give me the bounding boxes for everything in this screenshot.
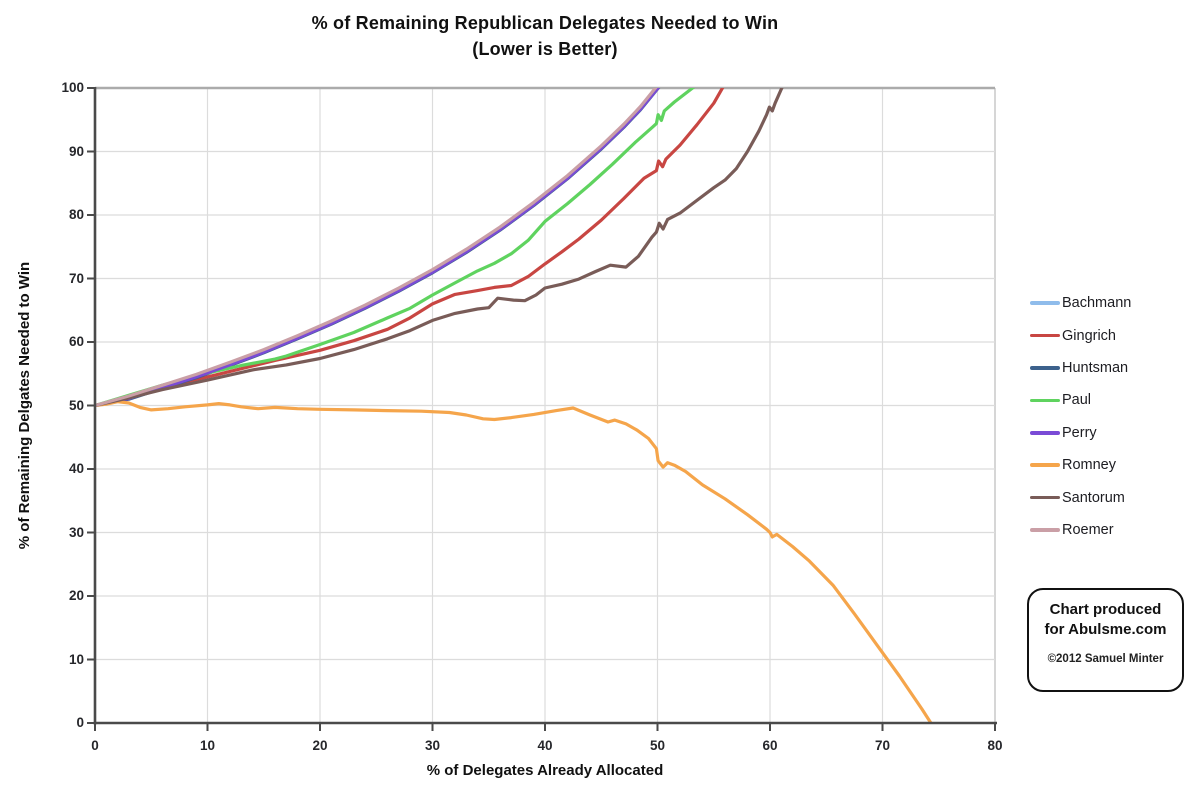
y-tick-label-10: 10 [68,651,84,667]
series-line-perry [95,88,661,408]
series-line-roemer [95,88,658,408]
legend-swatch-paul [1030,398,1060,403]
gridlines [95,86,996,723]
legend-label-roemer: Roemer [1062,521,1114,538]
chart-title-line1: % of Remaining Republican Delegates Need… [311,13,779,33]
credit-line1: Chart produced [1049,601,1162,618]
legend-label-bachmann: Bachmann [1062,295,1132,312]
chart-title: % of Remaining Republican Delegates Need… [95,10,995,62]
x-tick-label-30: 30 [424,738,441,753]
legend-item-perry: Perry [1030,417,1131,449]
y-tick-label-60: 60 [68,334,84,349]
y-tick-label-70: 70 [68,270,84,286]
legend-label-perry: Perry [1062,424,1097,441]
chart-title-line2: (Lower is Better) [472,39,618,59]
legend-swatch-santorum [1030,495,1060,500]
series-line-paul [95,88,696,408]
x-tick-label-70: 70 [874,738,891,753]
legend-item-bachmann: Bachmann [1030,287,1131,319]
legend-swatch-romney [1030,463,1060,467]
x-axis-title: % of Delegates Already Allocated [426,762,664,779]
legend-label-paul: Paul [1062,392,1092,409]
credit-copyright: ©2012 Samuel Minter [1047,653,1164,665]
series-line-huntsman [95,88,661,408]
x-tick-label-40: 40 [537,738,553,753]
y-tick-label-0: 0 [76,715,84,730]
series-group [95,88,933,723]
legend-swatch-gingrich [1030,333,1060,338]
y-tick-label-80: 80 [68,207,84,222]
y-tick-label-20: 20 [68,588,84,603]
legend-label-santorum: Santorum [1062,489,1125,506]
series-line-gingrich [95,88,725,408]
y-tick-label-40: 40 [68,461,84,476]
x-tick-label-60: 60 [762,738,778,753]
legend-item-roemer: Roemer [1030,514,1131,546]
legend-item-gingrich: Gingrich [1030,319,1131,351]
series-line-bachmann [95,88,660,408]
x-tick-label-80: 80 [987,738,1003,753]
legend-item-romney: Romney [1030,449,1131,481]
plot-area [87,86,997,731]
legend-swatch-bachmann [1030,301,1060,305]
series-line-santorum [95,88,784,408]
y-tick-label-100: 100 [61,80,84,95]
legend-swatch-perry [1030,430,1060,435]
axes [87,87,997,731]
legend-swatch-roemer [1030,528,1060,532]
y-tick-label-30: 30 [68,524,84,540]
x-tick-label-0: 0 [91,738,99,753]
legend-label-huntsman: Huntsman [1062,359,1129,376]
x-tick-label-50: 50 [649,738,666,753]
legend-item-santorum: Santorum [1030,481,1131,513]
legend-label-gingrich: Gingrich [1062,327,1116,344]
legend-item-huntsman: Huntsman [1030,352,1131,384]
credit-line2: for Abulsme.com [1044,621,1167,638]
series-line-romney [95,400,933,723]
legend-label-romney: Romney [1062,457,1116,474]
x-tick-label-10: 10 [199,738,216,753]
legend-item-paul: Paul [1030,384,1131,416]
x-tick-label-20: 20 [312,738,328,753]
y-tick-label-90: 90 [68,143,84,159]
legend: Bachmann Gingrich Huntsman Paul Perry Romney S… [1030,287,1131,546]
credit-box: Chart produced for Abulsme.com ©2012 Sam… [1027,588,1184,692]
y-tick-label-50: 50 [68,397,84,413]
legend-swatch-huntsman [1030,366,1060,370]
